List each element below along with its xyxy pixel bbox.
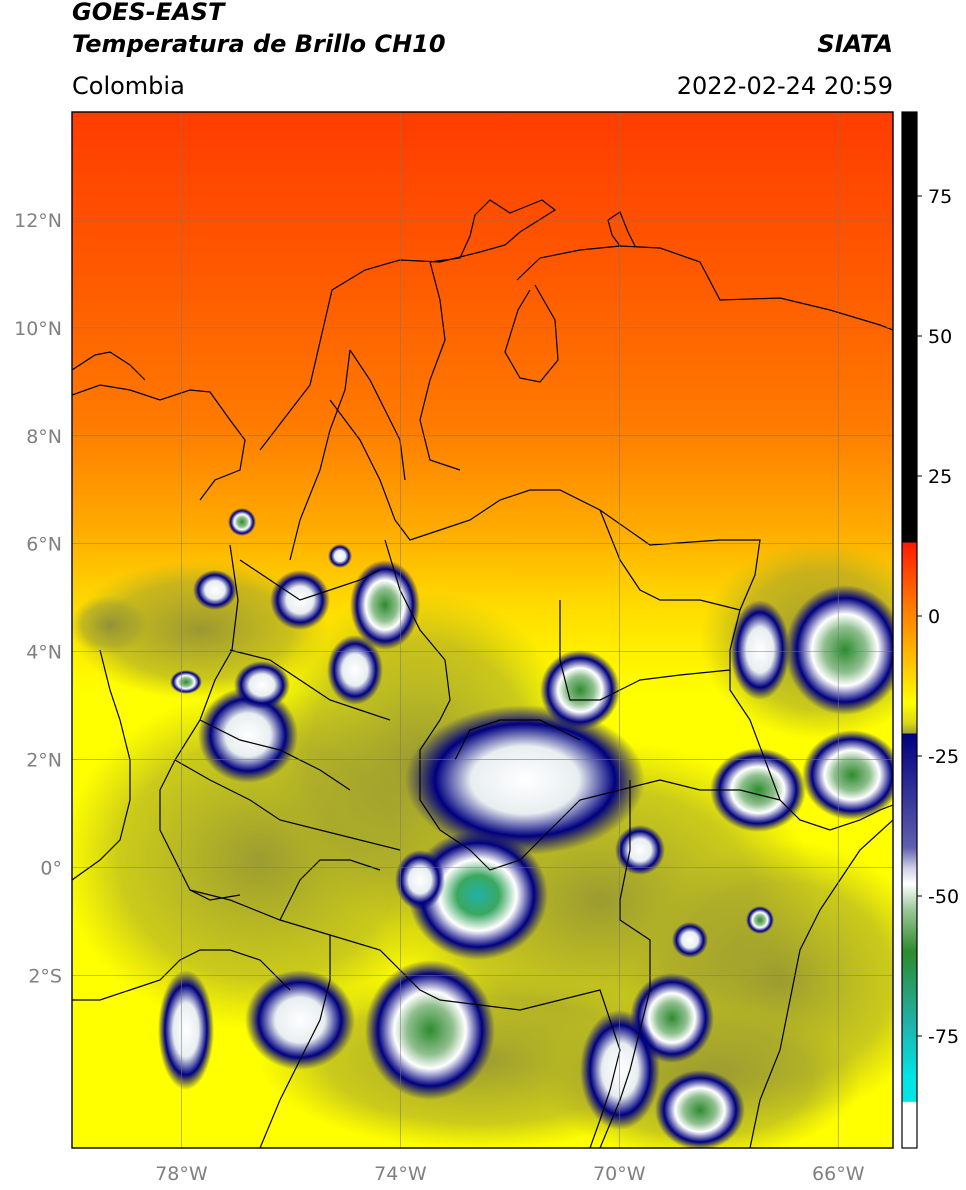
longitude-tick-label: 70°W bbox=[593, 1163, 646, 1185]
map-frame bbox=[71, 111, 894, 1149]
latitude-tick-label: 12°N bbox=[14, 210, 62, 232]
colorbar-frame bbox=[901, 111, 918, 1149]
latitude-ticks: 12°N 10°N 8°N 6°N 4°N 2°N 0° 2°S bbox=[14, 210, 62, 987]
colorbar-tick-label: 50 bbox=[928, 326, 952, 348]
colorbar-tick-label: 75 bbox=[928, 186, 952, 208]
product-title: Temperatura de Brillo CH10 bbox=[72, 30, 446, 58]
colorbar-tick-label: -75 bbox=[928, 1026, 959, 1048]
country-boundaries bbox=[72, 199, 893, 1148]
longitude-tick-label: 74°W bbox=[374, 1163, 427, 1185]
map-area bbox=[72, 112, 893, 1148]
latitude-tick-label: 10°N bbox=[14, 318, 62, 340]
longitude-tick-label: 78°W bbox=[155, 1163, 208, 1185]
latitude-tick-label: 8°N bbox=[26, 426, 62, 448]
longitude-ticks: 78°W 74°W 70°W 66°W bbox=[155, 1163, 864, 1185]
graticule bbox=[72, 112, 893, 1148]
colorbar-ticks: 75 50 25 0 -25 -50 -75 bbox=[917, 186, 959, 1048]
colorbar-tick-label: 0 bbox=[928, 606, 940, 628]
latitude-tick-label: 2°S bbox=[28, 965, 62, 987]
latitude-tick-label: 6°N bbox=[26, 534, 62, 556]
region-label: Colombia bbox=[72, 72, 185, 100]
longitude-tick-label: 66°W bbox=[812, 1163, 865, 1185]
colorbar-tick-label: 25 bbox=[928, 466, 952, 488]
latitude-tick-label: 4°N bbox=[26, 642, 62, 664]
colorbar-tick-label: -25 bbox=[928, 746, 959, 768]
latitude-tick-label: 2°N bbox=[26, 750, 62, 772]
colorbar-tick-label: -50 bbox=[928, 886, 959, 908]
convective-cloud-cores bbox=[72, 508, 893, 1148]
latitude-tick-label: 0° bbox=[40, 857, 62, 879]
satellite-title: GOES-EAST bbox=[72, 0, 225, 26]
colorbar bbox=[902, 112, 917, 1148]
organization-label: SIATA bbox=[817, 30, 893, 58]
timestamp-label: 2022-02-24 20:59 bbox=[676, 72, 893, 100]
